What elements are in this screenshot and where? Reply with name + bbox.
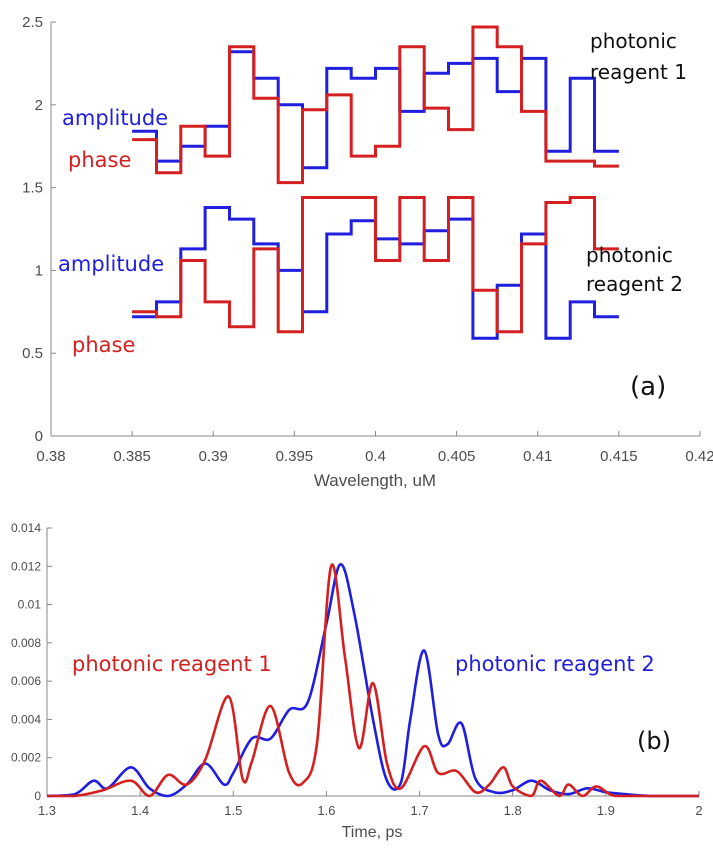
panel-b-y-tick-label: 0.008 [11,636,41,650]
panel-b-reagent-2-curve [46,563,699,798]
panel-a-ticks: 0.38 0.385 0.39 0.395 0.4 0.405 0.41 0.415 0.42 0… [22,14,713,465]
panel-a-x-tick-label: 0.41 [523,448,552,465]
panel-b-reagent-1-curve [47,563,699,798]
panel-b-x-tick-label: 1.4 [131,803,149,818]
panel-b-x-tick-label: 1.6 [317,803,335,818]
panel-b-y-tick-label: 0.014 [11,521,41,535]
panel-b-x-tick-label: 1.5 [224,803,242,818]
panel-b-x-axis-label: Time, ps [342,824,403,841]
panel-b-y-tick-label: 0.006 [11,674,41,688]
panel-a-annotation-phase-2: phase [72,333,135,357]
panel-b-y-tick-label: 0.002 [11,751,41,765]
panel-a-y-tick-label: 2 [35,97,43,114]
panel-b-x-tick-label: 2 [695,803,702,818]
panel-a-y-tick-label: 0 [35,428,43,445]
panel-a-x-tick-label: 0.385 [113,448,151,465]
panel-a-x-tick-label: 0.39 [199,448,228,465]
panel-a-y-tick-label: 1.5 [22,180,43,197]
panel-b: 1.3 1.4 1.5 1.6 1.7 1.8 1.9 2 0 0.002 0.004 0.006 0.… [11,521,703,841]
panel-a-y-tick-label: 2.5 [22,14,43,31]
panel-b-series [46,563,699,798]
panel-b-x-tick-label: 1.7 [411,803,429,818]
panel-a-annotation-amplitude-2: amplitude [58,252,164,276]
panel-b-ticks: 1.3 1.4 1.5 1.6 1.7 1.8 1.9 2 0 0.002 0.004 0.006 0.… [11,521,703,818]
panel-a-annotation-photonic-1: photonic [590,29,677,53]
panel-a-x-tick-label: 0.42 [685,448,713,465]
panel-b-y-tick-label: 0.01 [18,598,42,612]
panel-a-annotation-amplitude-1: amplitude [62,106,168,130]
panel-a-x-axis-label: Wavelength, uM [314,471,436,490]
panel-b-annotation-reagent-1: photonic reagent 1 [72,652,272,676]
panel-a-x-tick-label: 0.405 [438,448,476,465]
panel-b-x-tick-label: 1.9 [597,803,615,818]
panel-a-annotation-photonic-2: photonic [586,243,673,267]
panel-a-phase-reagent-2-line [132,196,619,334]
panel-a-annotation-phase-1: phase [68,148,131,172]
panel-a-y-tick-label: 0.5 [22,345,43,362]
panel-a-x-tick-label: 0.395 [276,448,314,465]
panel-a-x-tick-label: 0.38 [36,448,65,465]
panel-b-y-tick-label: 0 [34,789,41,803]
panel-b-x-tick-label: 1.3 [38,803,56,818]
panel-a-x-tick-label: 0.415 [600,448,638,465]
panel-b-y-tick-label: 0.012 [11,559,41,573]
panel-a-series [132,25,619,340]
panel-a-annotation-reagent-2: reagent 2 [586,272,683,296]
panel-b-annotation-reagent-2: photonic reagent 2 [455,652,655,676]
panel-b-y-tick-label: 0.004 [11,712,41,726]
panel-b-x-tick-label: 1.8 [504,803,522,818]
panel-a-annotation-reagent-1: reagent 1 [590,60,687,84]
panel-a-y-tick-label: 1 [35,262,43,279]
panel-a-x-tick-label: 0.4 [365,448,386,465]
panel-a-label: (a) [630,372,666,402]
panel-a-phase-reagent-1-line [132,25,619,185]
panel-a-amplitude-reagent-1-line [132,50,619,170]
panel-a: 0.38 0.385 0.39 0.395 0.4 0.405 0.41 0.415 0.42 0… [22,14,713,490]
panel-b-label: (b) [637,727,671,755]
